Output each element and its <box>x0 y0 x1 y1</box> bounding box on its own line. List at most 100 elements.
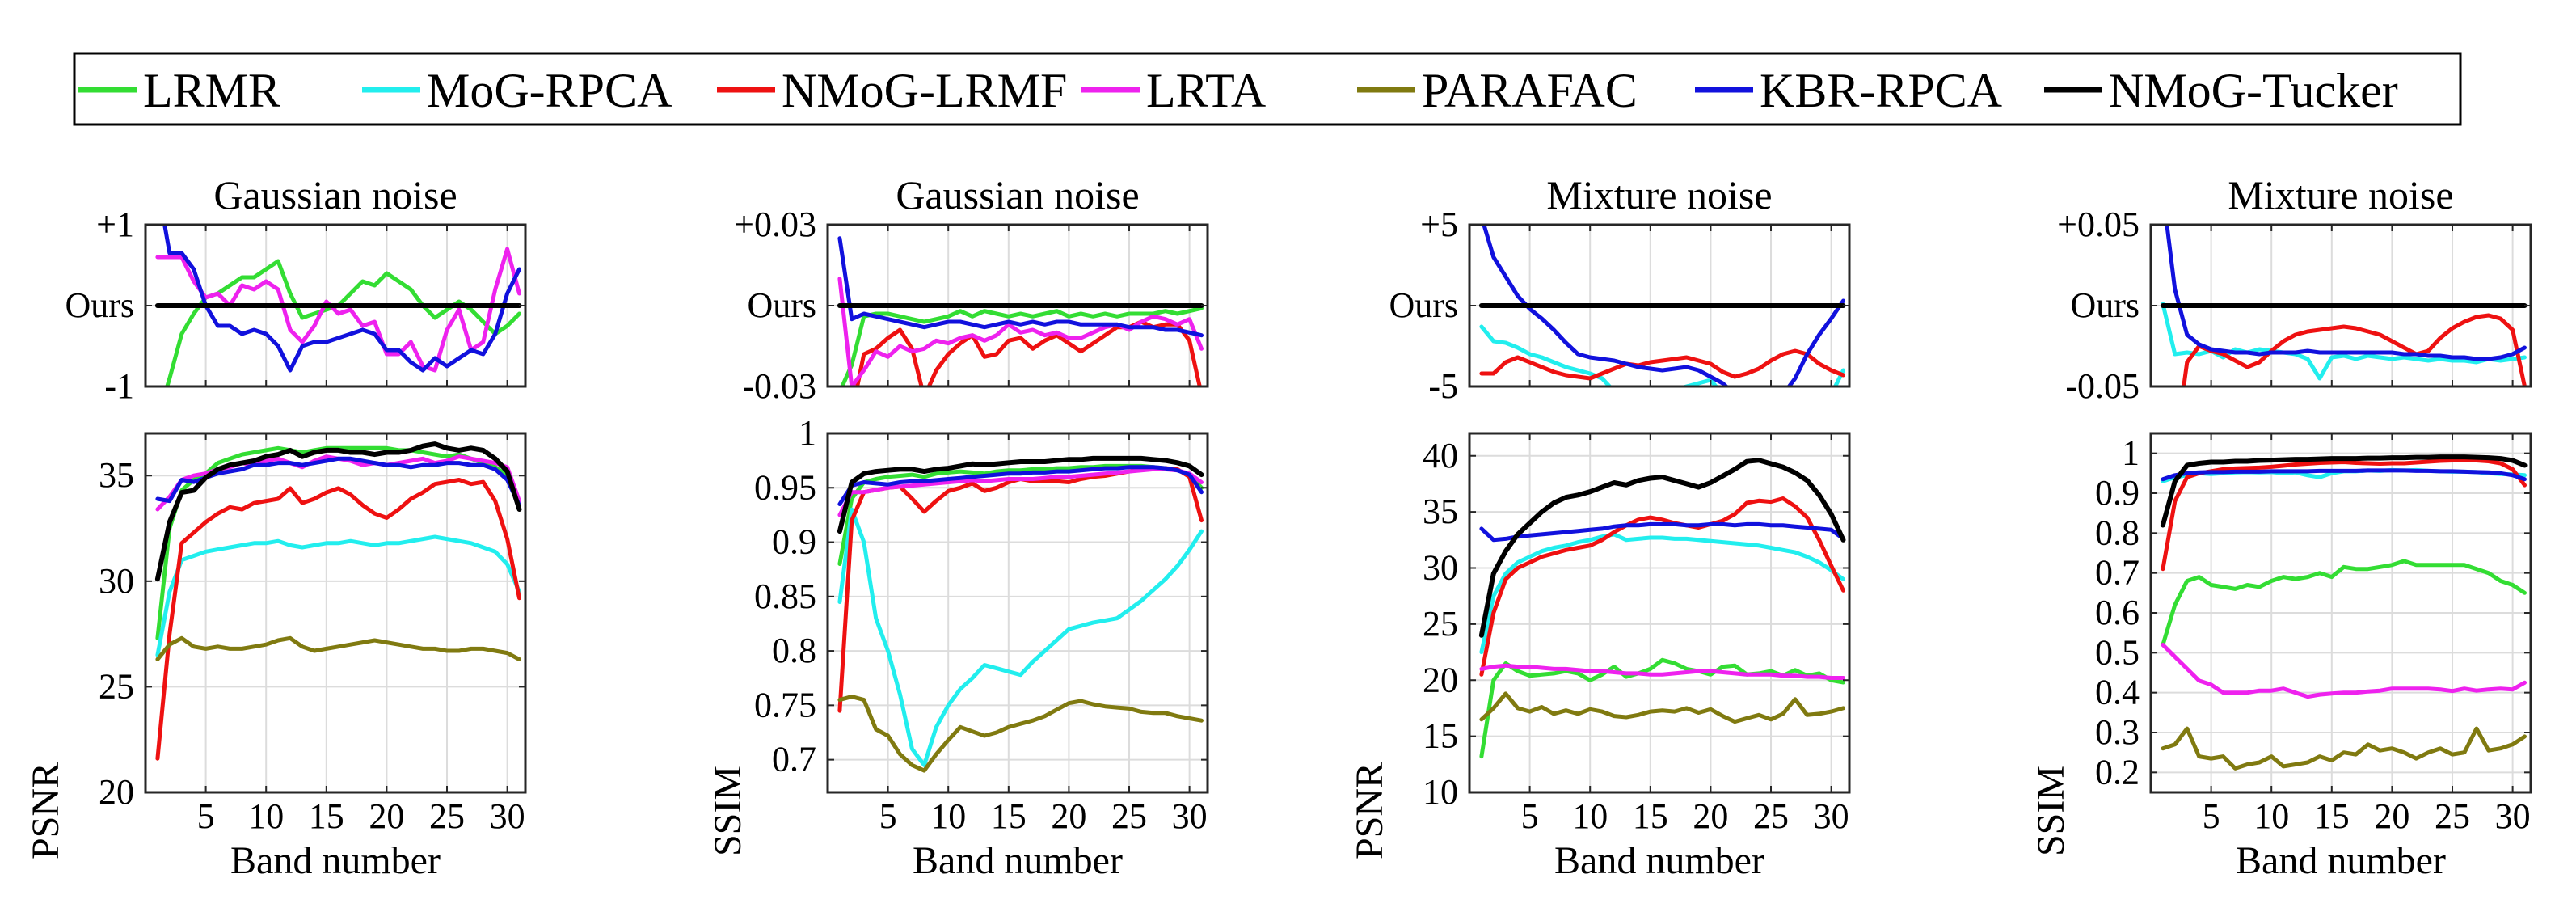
series-line-kbr-rpca <box>1479 521 1845 543</box>
y-tick-label: 0.8 <box>2095 513 2140 552</box>
legend-entry-lrta: LRTA <box>1081 64 1266 117</box>
x-tick-label: 15 <box>309 796 344 836</box>
y-tick-label: Ours <box>747 285 816 325</box>
panel-title: Gaussian noise <box>896 172 1139 217</box>
series-line-lrta <box>837 277 1204 386</box>
series-line-kbr-rpca <box>837 465 1204 506</box>
plot-area <box>828 433 1208 792</box>
x-tick-label: 20 <box>1051 796 1086 836</box>
x-tick-label: 15 <box>2314 796 2350 836</box>
series-line-lrta <box>155 247 521 373</box>
y-tick-label: 0.2 <box>2095 752 2140 792</box>
y-tick-label: 0.7 <box>772 740 816 779</box>
series-line-lrta <box>2161 643 2527 699</box>
legend-entry-lrmr: LRMR <box>78 64 280 117</box>
legend: LRMR MoG-RPCA NMoG-LRMF LRTA PARAFAC KBR-RPCA… <box>73 52 2462 126</box>
y-tick-label: -0.05 <box>2065 366 2140 406</box>
legend-label: PARAFAC <box>1422 64 1638 117</box>
series-line-mog-rpca <box>1479 532 1845 655</box>
series-line-nmog-tucker <box>837 455 1204 534</box>
series-line-kbr-rpca <box>837 236 1204 338</box>
series-line-kbr-rpca <box>162 225 521 373</box>
series-group <box>837 236 1204 386</box>
legend-label: NMoG-Tucker <box>2109 64 2398 117</box>
y-tick-label: 0.4 <box>2095 673 2140 712</box>
series-line-kbr-rpca <box>155 456 521 508</box>
y-tick-label: -1 <box>104 366 134 406</box>
x-axis-label: Band number <box>1554 839 1764 882</box>
series-line-parafac <box>837 695 1204 773</box>
x-tick-label: 25 <box>1111 796 1147 836</box>
plot-area <box>145 433 525 792</box>
x-tick-label: 5 <box>1521 796 1539 836</box>
axes-frame <box>826 432 1209 794</box>
y-axis-label: PSNR <box>1348 762 1391 859</box>
x-tick-label: 10 <box>248 796 284 836</box>
y-tick-label: 20 <box>99 772 134 812</box>
y-tick-label: -5 <box>1428 366 1458 406</box>
y-tick-label: 35 <box>99 455 134 495</box>
y-tick-label: Ours <box>2070 285 2140 325</box>
series-line-mog-rpca <box>2161 302 2527 381</box>
plot-area <box>1469 433 1849 792</box>
series-line-nmog-tucker <box>1478 458 1846 638</box>
x-tick-label: 25 <box>2435 796 2470 836</box>
legend-entry-mog-rpca: MoG-RPCA <box>362 64 672 117</box>
panel-p3bot: 10 15 20 25 30 35 40 5 10 15 20 25 30 Band number PSNR <box>1348 432 1851 882</box>
x-axis-label: Band number <box>2236 839 2446 882</box>
y-tick-label: +0.03 <box>734 205 816 244</box>
y-axis-label: SSIM <box>706 766 749 856</box>
x-tick-label: 20 <box>1693 796 1728 836</box>
y-tick-label: 10 <box>1423 772 1458 812</box>
panel-p4bot: 0.20.30.40.50.60.70.80.915 10 15 20 25 30Band… <box>2030 432 2532 882</box>
series-line-lrta <box>1479 663 1845 680</box>
panel-title: Gaussian noise <box>213 172 457 217</box>
series-line-lrmr <box>840 306 1204 386</box>
x-tick-label: 30 <box>490 796 525 836</box>
series-group <box>2160 225 2528 386</box>
axes-frame <box>1468 432 1851 794</box>
y-tick-label: 25 <box>1423 604 1458 644</box>
series-line-nmog-lrmf <box>2161 458 2527 572</box>
y-tick-label: 15 <box>1423 716 1458 756</box>
y-tick-label: 0.6 <box>2095 593 2140 632</box>
series-line-parafac <box>155 635 521 661</box>
series-line-kbr-rpca <box>2161 468 2527 482</box>
y-tick-label: 30 <box>99 561 134 601</box>
series-group <box>1478 458 1846 759</box>
x-tick-label: 5 <box>197 796 215 836</box>
x-tick-label: 20 <box>2374 796 2409 836</box>
y-tick-label: Ours <box>65 285 134 325</box>
x-tick-label: 10 <box>1572 796 1608 836</box>
y-tick-label: 0.8 <box>772 631 816 670</box>
series-line-nmog-tucker <box>2160 454 2528 528</box>
y-tick-label: 40 <box>1423 436 1458 475</box>
y-tick-label: 0.75 <box>754 685 816 724</box>
series-group <box>1478 225 1846 386</box>
panel-title: Mixture noise <box>1546 172 1772 217</box>
axes-frame <box>144 432 527 794</box>
panel-p1top: -1 Ours +1 Gaussian noise <box>65 172 527 406</box>
y-axis-label: PSNR <box>24 762 67 859</box>
x-tick-label: 25 <box>429 796 465 836</box>
y-axis-label: SSIM <box>2030 766 2072 856</box>
legend-label: MoG-RPCA <box>427 64 672 117</box>
x-tick-label: 15 <box>991 796 1027 836</box>
x-tick-label: 5 <box>2203 796 2220 836</box>
y-tick-label: 0.85 <box>754 576 816 616</box>
legend-label: NMoG-LRMF <box>782 64 1067 117</box>
y-tick-label: 0.95 <box>754 467 816 507</box>
y-tick-label: +5 <box>1420 205 1458 244</box>
series-line-mog-rpca <box>837 507 1204 767</box>
y-tick-label: 0.3 <box>2095 712 2140 752</box>
x-tick-label: 20 <box>369 796 404 836</box>
legend-label: LRTA <box>1146 64 1266 117</box>
x-tick-label: 15 <box>1633 796 1668 836</box>
series-line-nmog-lrmf <box>1479 348 1845 381</box>
legend-entry-nmog-lrmf: NMoG-LRMF <box>717 64 1067 117</box>
series-line-nmog-lrmf <box>1479 496 1845 677</box>
x-tick-label: 30 <box>2495 796 2531 836</box>
